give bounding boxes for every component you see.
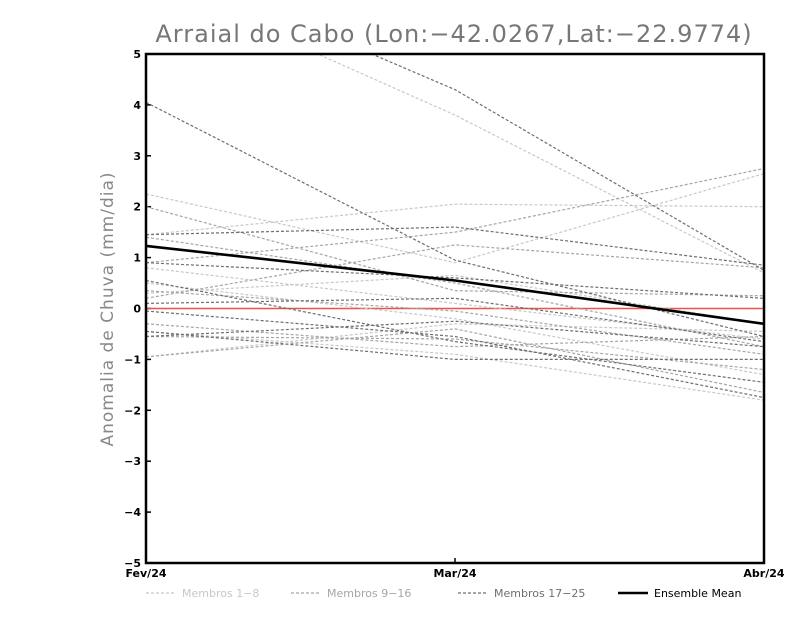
- y-tick-label: −5: [124, 557, 141, 570]
- member-line: [146, 203, 764, 236]
- member-line: [146, 226, 764, 266]
- x-tick-labels: Fev/24 Mar/24 Abr/24: [125, 567, 784, 580]
- legend-label: Membros 9−16: [327, 587, 411, 600]
- member-line: [146, 101, 764, 338]
- member-line: [146, 206, 764, 297]
- y-tick-labels: −5 −4 −3 −2 −1 0 1 2 3 4 5: [124, 48, 141, 570]
- y-tick-label: 5: [133, 48, 141, 61]
- legend: Membros 1−8 Membros 9−16 Membros 17−25 Ense…: [146, 587, 741, 600]
- member-line: [146, 330, 764, 360]
- plot-frame: [144, 52, 766, 565]
- member-line: [146, 173, 764, 264]
- y-tick-label: −4: [124, 506, 141, 519]
- legend-label: Membros 1−8: [182, 587, 259, 600]
- member-line: [146, 279, 764, 383]
- legend-label: Ensemble Mean: [654, 587, 741, 600]
- member-line: [146, 262, 764, 299]
- member-line: [146, 330, 764, 401]
- member-line: [146, 290, 764, 355]
- x-tick-label: Abr/24: [743, 567, 784, 580]
- y-tick-label: −1: [124, 353, 141, 366]
- member-line: [146, 167, 764, 264]
- y-tick-label: −3: [124, 455, 141, 468]
- y-axis-label: Anomalia de Chuva (mm/dia): [98, 171, 118, 446]
- y-tick-label: 0: [133, 303, 141, 316]
- x-tick-label: Mar/24: [433, 567, 476, 580]
- member-line: [146, 328, 764, 394]
- series-lines: [146, 54, 764, 401]
- member-line: [146, 297, 764, 343]
- y-tick-label: 2: [133, 201, 141, 214]
- ensemble-mean-line: [146, 244, 764, 326]
- member-line: [146, 236, 764, 348]
- y-tick-label: 3: [133, 150, 141, 163]
- member-line: [146, 282, 764, 376]
- member-line: [146, 323, 764, 358]
- y-tick-label: −2: [124, 404, 141, 417]
- member-line: [146, 244, 764, 299]
- x-tick-label: Fev/24: [125, 567, 166, 580]
- member-line: [146, 335, 764, 371]
- member-line: [370, 54, 764, 271]
- chart-title: Arraial do Cabo (Lon:−42.0267,Lat:−22.97…: [155, 20, 752, 48]
- member-line: [146, 323, 764, 348]
- member-line: [146, 320, 764, 348]
- y-tick-label: 4: [133, 99, 141, 112]
- member-line: [146, 310, 764, 399]
- y-tick-label: 1: [133, 252, 141, 265]
- legend-label: Membros 17−25: [494, 587, 585, 600]
- member-line: [146, 267, 764, 340]
